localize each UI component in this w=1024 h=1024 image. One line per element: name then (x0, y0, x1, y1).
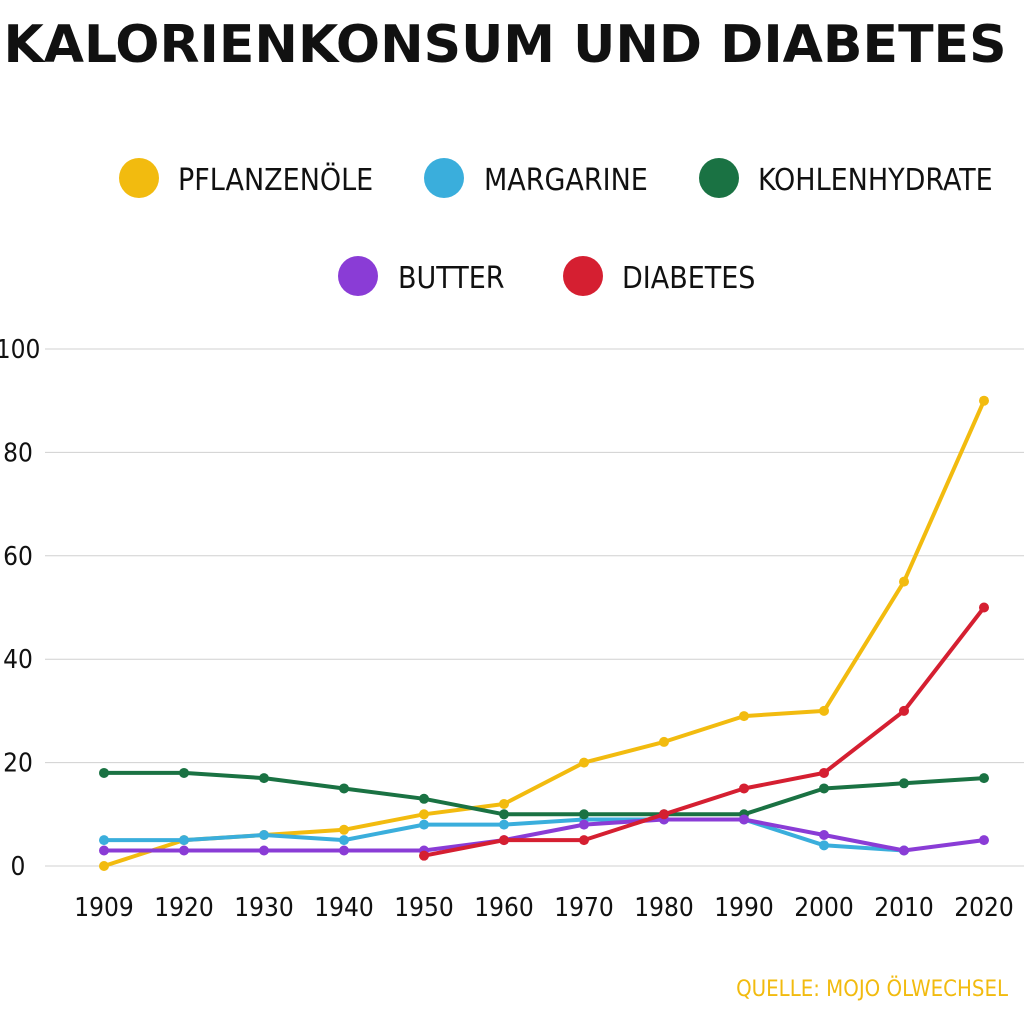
series-line-pflanzenoele (102, 398, 986, 868)
data-point-pflanzenoele-2000 (819, 705, 829, 716)
data-point-kohlenhydrate-1950 (419, 793, 429, 804)
series-line-kohlenhydrate (102, 770, 986, 817)
y-tick-label-0: 0 (11, 852, 26, 882)
data-point-diabetes-2000 (819, 767, 829, 778)
data-point-butter-1909 (99, 845, 109, 856)
legend-marker-butter (338, 256, 378, 296)
x-tick-label-1909: 1909 (74, 893, 134, 923)
x-tick-label-1970: 1970 (554, 893, 614, 923)
series-line-diabetes (422, 605, 986, 858)
y-tick-label-80: 80 (3, 438, 33, 468)
series-pflanzenoele (99, 395, 989, 871)
data-point-diabetes-1950 (419, 850, 429, 861)
data-point-kohlenhydrate-2000 (819, 783, 829, 794)
data-point-butter-1990 (739, 814, 749, 825)
legend-item-kohlenhydrate: KOHLENHYDRATE (699, 158, 993, 198)
data-point-pflanzenoele-1970 (579, 757, 589, 768)
x-tick-label-2000: 2000 (794, 893, 854, 923)
data-point-kohlenhydrate-1920 (179, 767, 189, 778)
data-point-butter-1940 (339, 845, 349, 856)
data-point-diabetes-2020 (979, 602, 989, 613)
data-point-pflanzenoele-1980 (659, 736, 669, 747)
x-tick-label-1980: 1980 (634, 893, 694, 923)
legend-item-pflanzenoele: PFLANZENÖLE (119, 158, 373, 198)
legend-item-butter: BUTTER (338, 256, 505, 296)
x-tick-label-1990: 1990 (714, 893, 774, 923)
x-tick-label-1940: 1940 (314, 893, 374, 923)
y-tick-label-20: 20 (3, 749, 33, 779)
data-point-kohlenhydrate-1940 (339, 783, 349, 794)
data-point-diabetes-1970 (579, 835, 589, 846)
data-point-margarine-2000 (819, 840, 829, 851)
y-tick-label-100: 100 (0, 335, 40, 365)
y-axis: 0 20 40 60 80 100 (0, 335, 40, 882)
data-point-margarine-1960 (499, 819, 509, 830)
x-tick-label-1920: 1920 (154, 893, 214, 923)
series-line-butter (102, 817, 986, 853)
data-point-margarine-1930 (259, 829, 269, 840)
legend-marker-margarine (424, 158, 464, 198)
legend-item-margarine: MARGARINE (424, 158, 648, 198)
data-point-kohlenhydrate-1960 (499, 809, 509, 820)
data-point-margarine-1940 (339, 835, 349, 846)
data-point-pflanzenoele-2010 (899, 576, 909, 587)
gridlines (45, 348, 1024, 867)
legend-label-diabetes: DIABETES (622, 261, 755, 296)
series-diabetes (419, 602, 989, 861)
legend-label-pflanzenoele: PFLANZENÖLE (178, 162, 373, 198)
x-tick-label-1960: 1960 (474, 893, 534, 923)
data-point-kohlenhydrate-1909 (99, 767, 109, 778)
data-point-diabetes-1980 (659, 809, 669, 820)
data-point-kohlenhydrate-2010 (899, 778, 909, 789)
data-point-butter-1920 (179, 845, 189, 856)
data-point-kohlenhydrate-2020 (979, 773, 989, 784)
x-axis: 1909 1920 1930 1940 1950 1960 1970 1980 1990 2000… (74, 893, 1014, 923)
data-point-pflanzenoele-1940 (339, 824, 349, 835)
x-tick-label-1950: 1950 (394, 893, 454, 923)
legend: PFLANZENÖLE MARGARINE KOHLENHYDRATE BUTTER D… (119, 158, 993, 296)
data-point-butter-2010 (899, 845, 909, 856)
data-point-margarine-1950 (419, 819, 429, 830)
legend-label-butter: BUTTER (398, 261, 505, 296)
data-point-butter-1970 (579, 819, 589, 830)
legend-marker-kohlenhydrate (699, 158, 739, 198)
data-point-pflanzenoele-1960 (499, 798, 509, 809)
legend-item-diabetes: DIABETES (563, 256, 755, 296)
data-point-diabetes-1990 (739, 783, 749, 794)
data-point-butter-2020 (979, 835, 989, 846)
data-point-margarine-1920 (179, 835, 189, 846)
y-tick-label-40: 40 (3, 645, 33, 675)
data-point-kohlenhydrate-1970 (579, 809, 589, 820)
data-point-pflanzenoele-1909 (99, 861, 109, 871)
source-label: QUELLE: MOJO ÖLWECHSEL (736, 976, 1008, 1002)
data-point-diabetes-1960 (499, 835, 509, 846)
x-tick-label-1930: 1930 (234, 893, 294, 923)
data-point-butter-1930 (259, 845, 269, 856)
data-point-margarine-1909 (99, 835, 109, 846)
legend-label-margarine: MARGARINE (484, 163, 648, 198)
data-point-kohlenhydrate-1930 (259, 773, 269, 784)
x-tick-label-2020: 2020 (954, 893, 1014, 923)
series-layer (99, 395, 989, 871)
legend-marker-diabetes (563, 256, 603, 296)
data-point-pflanzenoele-1950 (419, 809, 429, 820)
y-tick-label-60: 60 (3, 542, 33, 572)
data-point-diabetes-2010 (899, 705, 909, 716)
legend-marker-pflanzenoele (119, 158, 159, 198)
x-tick-label-2010: 2010 (874, 893, 934, 923)
legend-label-kohlenhydrate: KOHLENHYDRATE (758, 163, 993, 198)
data-point-pflanzenoele-2020 (979, 395, 989, 406)
data-point-butter-2000 (819, 829, 829, 840)
data-point-pflanzenoele-1990 (739, 711, 749, 722)
chart-title: KALORIENKONSUM UND DIABETES (3, 15, 1006, 75)
series-kohlenhydrate (99, 767, 989, 820)
